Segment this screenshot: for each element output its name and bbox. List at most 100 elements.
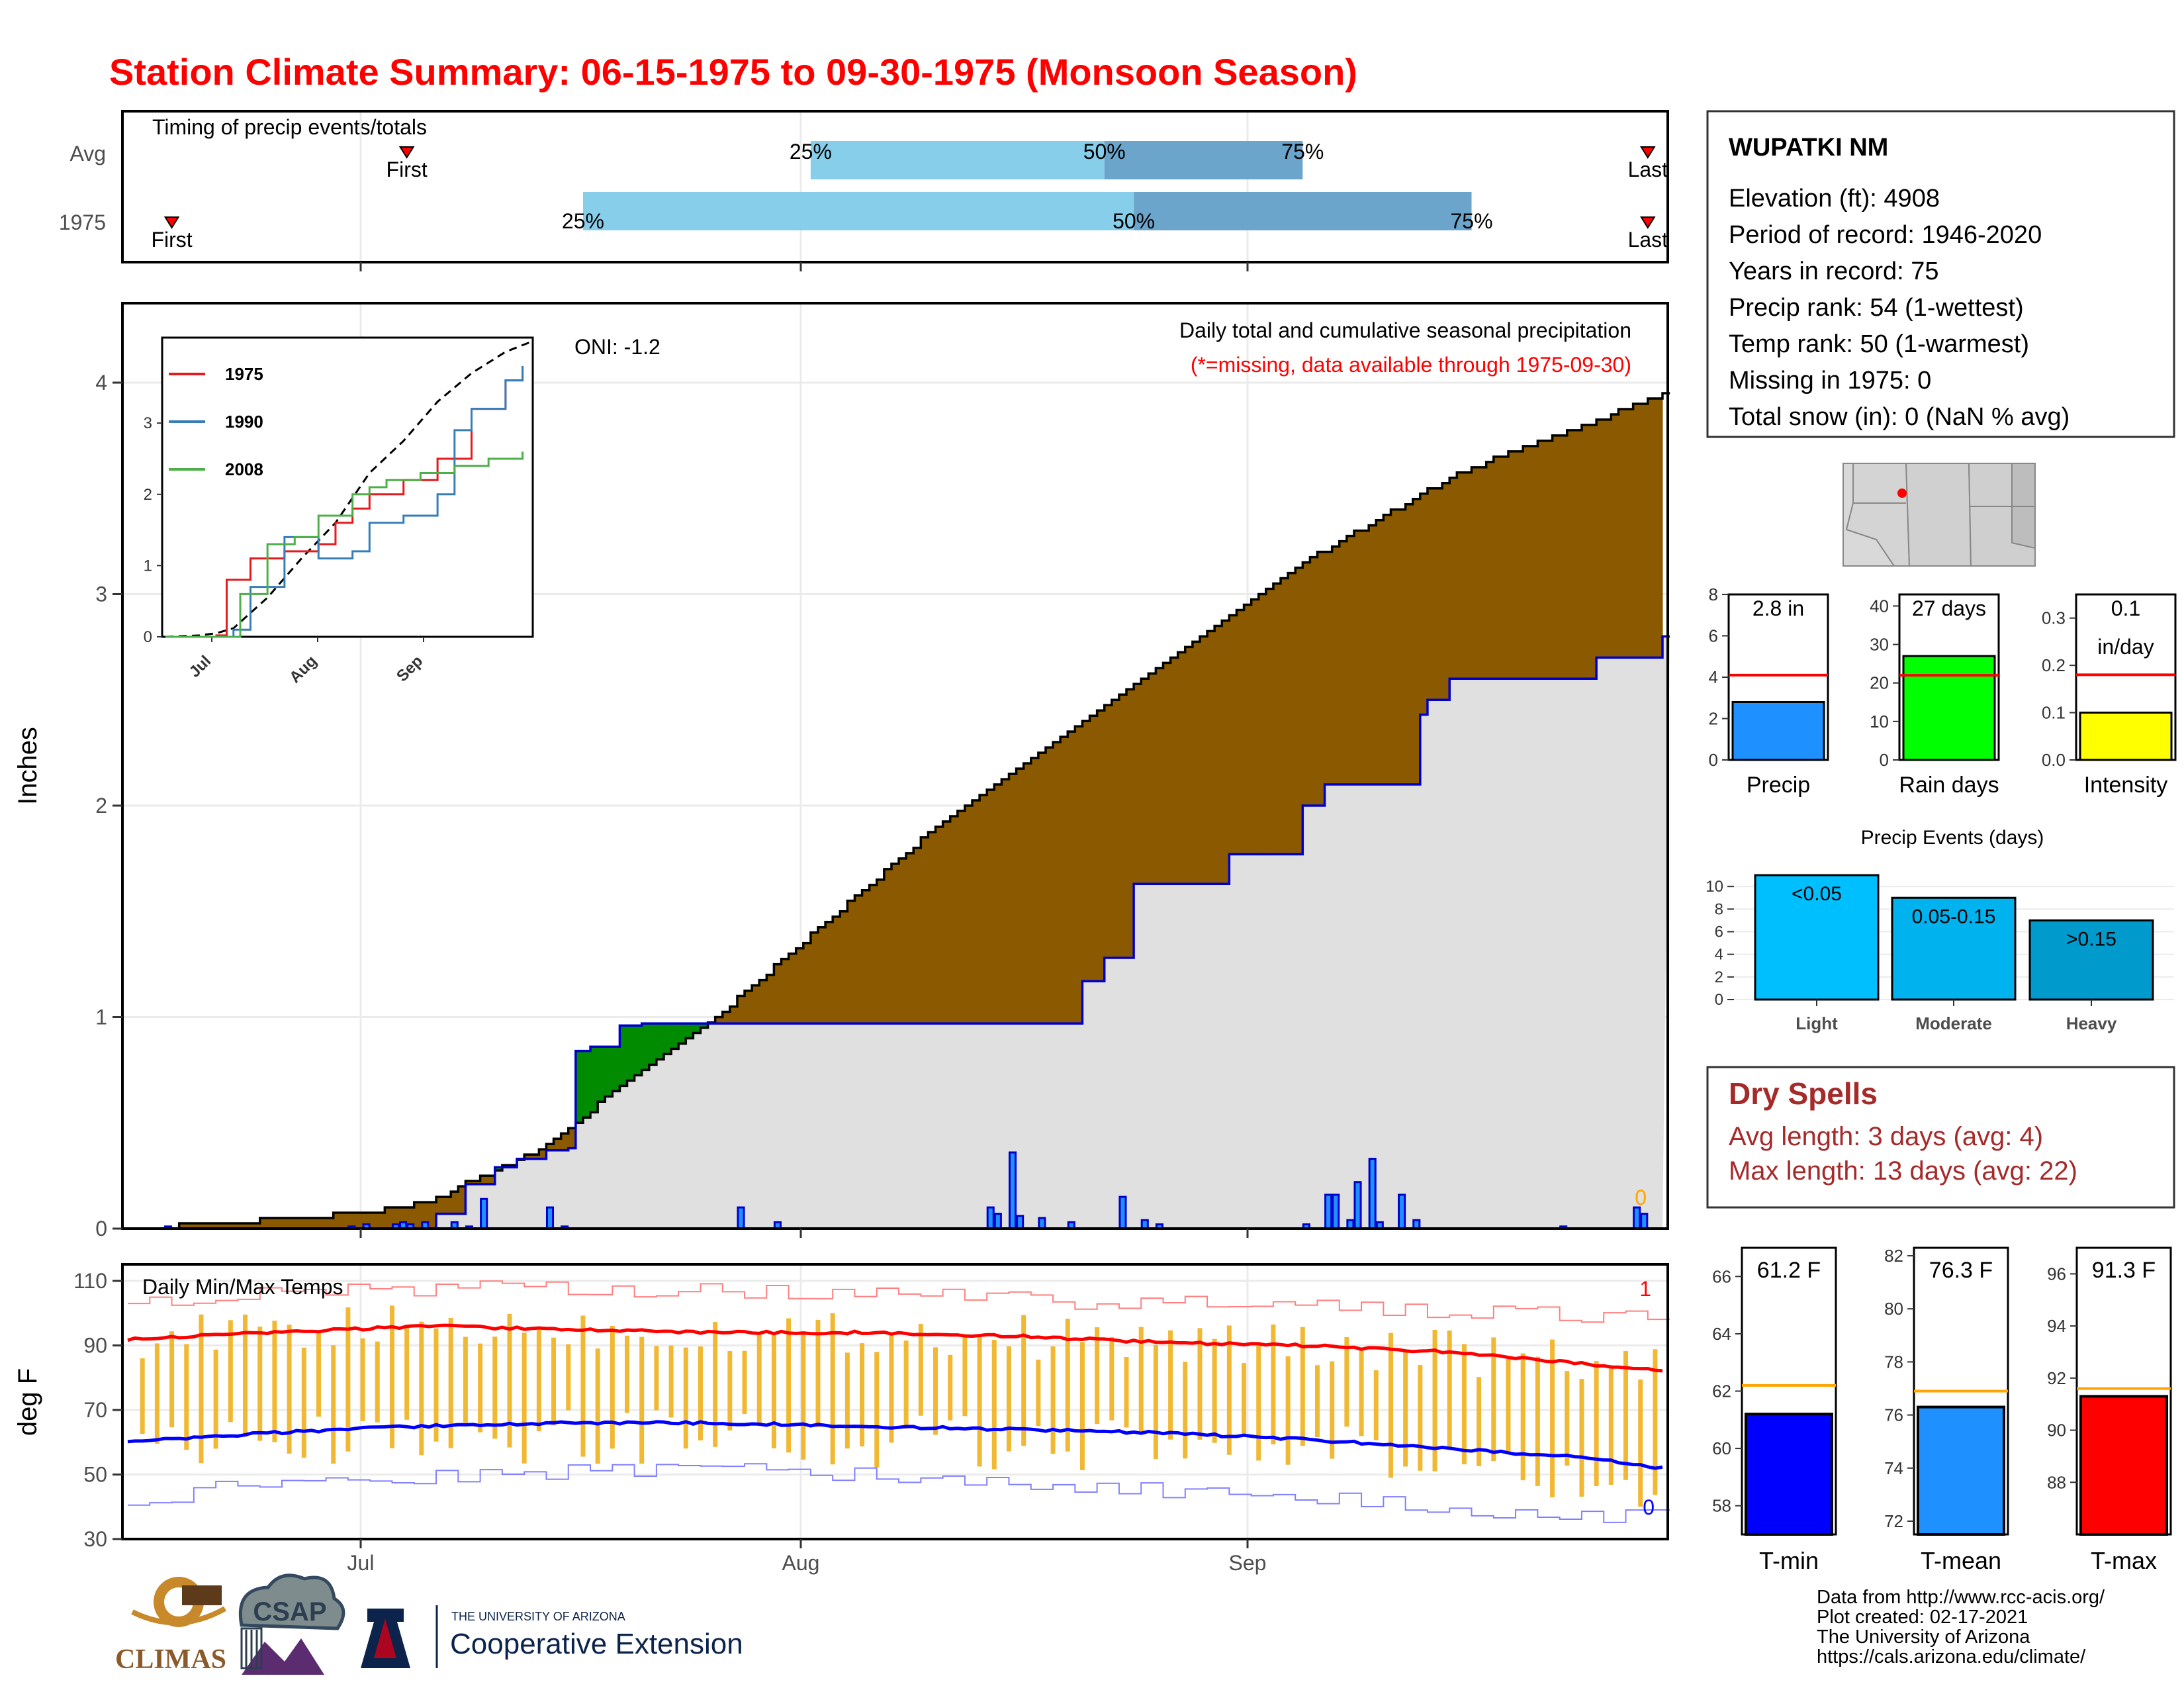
precip-difference-fill: [1141, 679, 1149, 884]
precip-difference-fill: [942, 821, 951, 1024]
inset-y-tick: 1: [144, 557, 152, 575]
precip-difference-fill: [1640, 403, 1649, 658]
daily-temp-range-bar: [903, 1340, 909, 1429]
station-location-dot: [1897, 489, 1907, 498]
station-info-line: Period of record: 1946-2020: [1729, 221, 2042, 249]
precip-difference-fill: [869, 884, 878, 1024]
precip-difference-fill: [641, 1023, 650, 1070]
precip-difference-fill: [1376, 520, 1384, 785]
precip-difference-fill: [1222, 620, 1230, 884]
precip-difference-fill: [524, 1154, 532, 1159]
timing-last-marker: [1640, 146, 1656, 159]
temp-y-tick: 30: [83, 1527, 107, 1551]
precip-difference-fill: [1075, 726, 1083, 1024]
precip-difference-fill: [1383, 514, 1391, 785]
daily-temp-range-bar: [272, 1321, 277, 1442]
daily-temp-range-bar: [844, 1352, 850, 1449]
daily-temp-range-bar: [933, 1347, 938, 1435]
precip-difference-fill: [1118, 694, 1127, 959]
daily-precip-bar: [1324, 1194, 1333, 1230]
precip-difference-fill: [539, 1149, 547, 1159]
precip-difference-fill: [1288, 573, 1296, 855]
daily-temp-range-bar: [830, 1313, 835, 1465]
daily-temp-range-bar: [713, 1322, 718, 1447]
precip-difference-fill: [193, 1223, 202, 1229]
mini-chart-y-tick: 4: [1709, 667, 1718, 687]
oni-label: ONI: -1.2: [574, 335, 660, 359]
precip-difference-fill: [1207, 631, 1215, 884]
daily-temp-range-bar: [1535, 1356, 1540, 1486]
temp-summary-y-tick: 82: [1884, 1246, 1903, 1266]
precip-difference-fill: [494, 1167, 503, 1171]
seasonal-totals-charts: 0 2 4 6 8 2.8 in Precip 0 10 20 30 40 27 days Rain da…: [1709, 585, 2177, 798]
precip-difference-fill: [311, 1218, 319, 1229]
precip-difference-fill: [179, 1223, 187, 1229]
daily-temp-range-bar: [580, 1315, 586, 1457]
precip-difference-fill: [1361, 530, 1369, 785]
daily-temp-range-bar: [1653, 1349, 1658, 1495]
daily-temp-range-bar: [1623, 1350, 1629, 1480]
timing-label: Timing of precip events/totals: [152, 115, 427, 139]
precip-difference-fill: [847, 900, 855, 1024]
precip-difference-fill: [972, 800, 980, 1024]
daily-temp-range-bar: [1344, 1337, 1349, 1427]
precip-difference-fill: [370, 1213, 378, 1229]
timing-bar-25-50: [810, 141, 1105, 179]
temp-summary-y-tick: 96: [2047, 1264, 2066, 1284]
daily-temp-range-bar: [1079, 1342, 1085, 1470]
mini-chart-y-tick: 30: [1870, 635, 1889, 655]
daily-temp-range-bar: [404, 1328, 410, 1420]
precip-difference-fill: [201, 1223, 209, 1229]
precip-difference-fill: [1500, 456, 1509, 679]
precip-difference-fill: [590, 1047, 598, 1113]
events-y-tick: 2: [1715, 968, 1723, 986]
daily-precip-bar: [1038, 1217, 1046, 1230]
precip-difference-fill: [752, 985, 760, 1024]
event-bar-label: Light: [1796, 1013, 1838, 1033]
temp-summary-y-tick: 60: [1712, 1438, 1731, 1458]
precip-difference-fill: [1244, 604, 1252, 855]
daily-temp-range-bar: [566, 1344, 571, 1411]
precip-difference-fill: [223, 1223, 231, 1229]
precip-difference-fill: [649, 1023, 657, 1065]
daily-temp-range-bar: [1461, 1344, 1467, 1465]
precip-difference-fill: [766, 974, 774, 1024]
precip-difference-fill: [1647, 398, 1656, 658]
daily-temp-range-bar: [1373, 1370, 1379, 1440]
mini-chart-label: Precip: [1747, 773, 1810, 798]
event-bar-heavy: [2028, 919, 2154, 1001]
precip-difference-fill: [1618, 408, 1627, 658]
credit-line: The University of Arizona: [1817, 1626, 2030, 1648]
daily-temp-range-bar: [1491, 1337, 1496, 1462]
precip-difference-fill: [1464, 472, 1473, 679]
temp-summary-label: T-min: [1759, 1547, 1819, 1574]
university-of-arizona-logo: THE UNIVERSITY OF ARIZONA Cooperative Ex…: [361, 1605, 743, 1668]
timing-bar-50-75: [1134, 192, 1472, 230]
daily-temp-range-bar: [1359, 1348, 1364, 1436]
month-label: Sep: [1229, 1551, 1267, 1575]
precip-difference-fill: [1258, 594, 1267, 855]
precip-difference-fill: [788, 953, 797, 1024]
mini-chart-label: Rain days: [1899, 773, 1999, 798]
daily-precip-bar: [1353, 1181, 1362, 1230]
precip-difference-fill: [1655, 398, 1663, 658]
temp-avg-max-line: [127, 1323, 1663, 1373]
precip-difference-fill: [1023, 763, 1032, 1024]
precip-difference-fill: [1229, 615, 1237, 855]
daily-precip-bar: [1118, 1196, 1127, 1230]
temp-summary-y-tick: 74: [1884, 1458, 1903, 1478]
daily-precip-bar: [1368, 1158, 1377, 1230]
precip-difference-fill: [1516, 451, 1524, 679]
precip-difference-fill: [451, 1192, 459, 1214]
mini-chart-bar: [1902, 655, 1996, 761]
daily-temp-range-bar: [874, 1352, 880, 1468]
temp-y-axis-label: deg F: [13, 1368, 42, 1436]
timing-p75-label: 75%: [1281, 140, 1324, 164]
daily-temp-range-bar: [1212, 1338, 1217, 1443]
mini-chart-y-tick: 20: [1870, 673, 1889, 693]
precip-difference-fill: [1537, 440, 1545, 679]
inset-legend-label: 2008: [225, 459, 263, 479]
precip-difference-fill: [399, 1207, 408, 1229]
precip-subtitle: Daily total and cumulative seasonal prec…: [1179, 318, 1631, 342]
precip-difference-fill: [1097, 710, 1105, 982]
